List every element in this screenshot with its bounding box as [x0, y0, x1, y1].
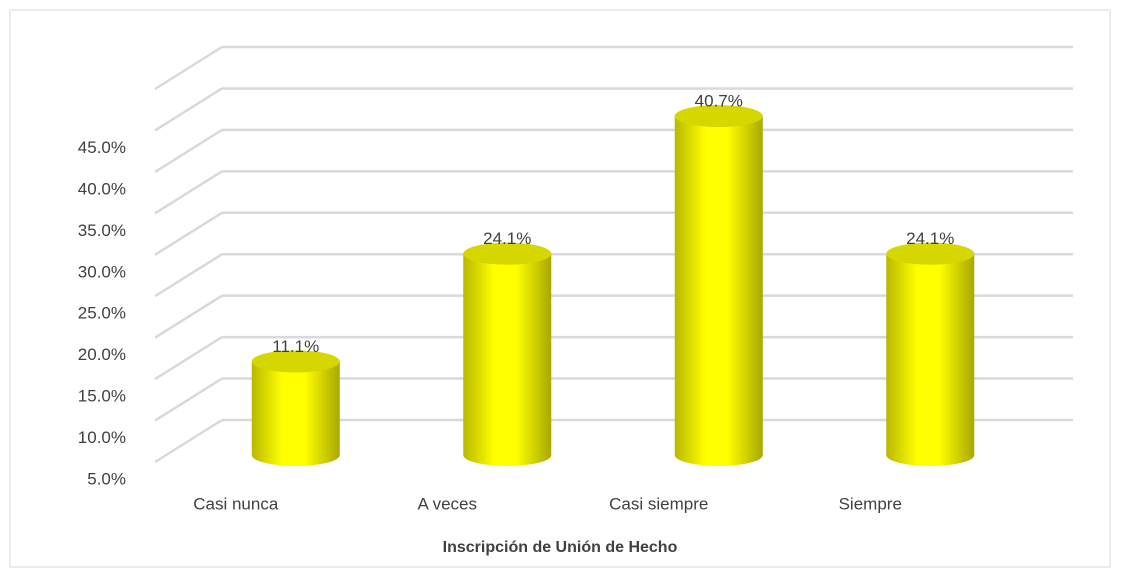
data-label: 24.1%: [906, 229, 954, 248]
x-tick-label: Casi nunca: [193, 494, 279, 513]
grid-line-side: [154, 377, 223, 422]
grid-line-side: [154, 336, 223, 381]
bar-top: [251, 350, 340, 373]
grid-line-side: [154, 87, 223, 132]
grid-line-side: [154, 211, 223, 256]
x-tick-label: Casi siempre: [609, 494, 708, 513]
data-label: 24.1%: [483, 229, 531, 248]
y-tick-label: 35.0%: [78, 221, 126, 240]
x-axis-title: Inscripción de Unión de Hecho: [443, 539, 678, 556]
bar-top: [463, 242, 552, 265]
grid-line-side: [154, 45, 223, 91]
y-tick-label: 20.0%: [78, 345, 126, 364]
y-tick-label: 15.0%: [78, 387, 126, 406]
y-tick-label: 30.0%: [78, 262, 126, 281]
grid-line-side: [154, 253, 223, 298]
bar: [463, 253, 552, 466]
bar-top: [886, 242, 975, 265]
y-tick-label: 45.0%: [78, 138, 126, 157]
y-tick-label: 40.0%: [78, 179, 126, 198]
y-tick-label: 5.0%: [87, 469, 126, 488]
grid-line-side: [154, 170, 223, 215]
grid-line-side: [154, 418, 223, 464]
bar: [886, 253, 975, 466]
bar-top: [674, 105, 763, 128]
x-tick-label: A veces: [417, 494, 477, 513]
x-tick-label: Siempre: [839, 494, 902, 513]
grid-line-side: [154, 128, 223, 173]
data-label: 40.7%: [695, 92, 743, 111]
y-tick-label: 25.0%: [78, 304, 126, 323]
data-label: 11.1%: [272, 337, 319, 356]
y-tick-label: 10.0%: [78, 428, 126, 447]
grid-line-side: [154, 294, 223, 339]
bar: [251, 361, 340, 466]
bar: [674, 116, 763, 466]
